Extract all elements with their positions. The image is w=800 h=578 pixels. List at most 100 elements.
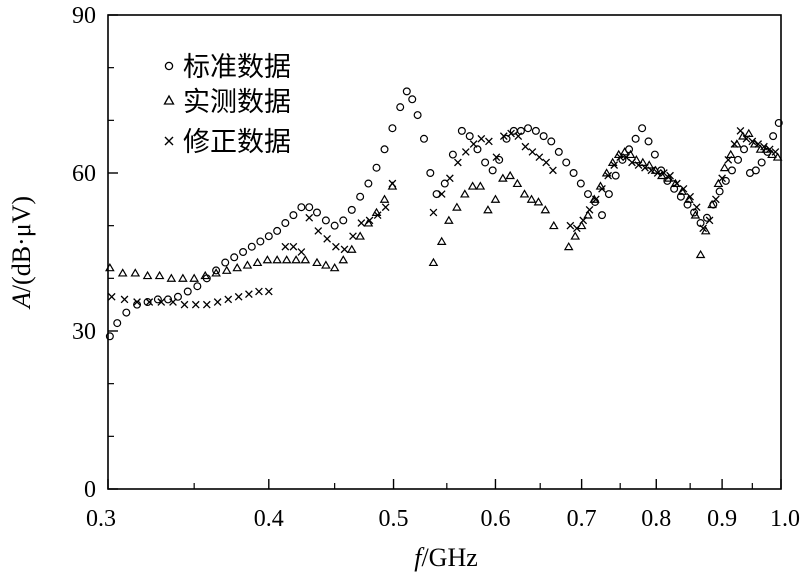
data-point-triangle bbox=[459, 189, 470, 198]
data-point-circle bbox=[281, 219, 290, 228]
data-point-circle bbox=[702, 213, 711, 222]
data-point-triangle bbox=[232, 263, 243, 272]
y-tick-label: 60 bbox=[72, 161, 96, 187]
data-point-cross bbox=[202, 300, 211, 309]
data-point-cross bbox=[191, 300, 200, 309]
data-point-cross bbox=[585, 206, 594, 214]
data-point-circle bbox=[583, 190, 592, 199]
data-point-cross bbox=[323, 234, 332, 243]
legend-marker-circle bbox=[164, 61, 174, 71]
data-point-cross bbox=[314, 227, 323, 235]
data-point-circle bbox=[256, 237, 265, 246]
data-point-cross bbox=[736, 127, 745, 135]
data-point-cross bbox=[572, 224, 581, 233]
data-point-circle bbox=[426, 169, 435, 178]
data-point-cross bbox=[660, 169, 668, 177]
data-point-triangle bbox=[695, 249, 706, 259]
data-point-circle bbox=[247, 242, 256, 251]
data-point-circle bbox=[364, 179, 373, 188]
data-point-triangle bbox=[563, 241, 574, 251]
data-point-triangle bbox=[338, 255, 349, 264]
data-point-cross bbox=[297, 248, 306, 256]
data-point-cross bbox=[666, 171, 674, 180]
data-point-triangle bbox=[512, 178, 523, 188]
data-point-cross bbox=[120, 295, 129, 304]
data-point-cross bbox=[679, 184, 688, 193]
data-point-triangle bbox=[300, 255, 311, 264]
data-point-cross bbox=[549, 166, 557, 175]
data-point-triangle bbox=[281, 255, 292, 264]
data-point-cross bbox=[245, 290, 253, 298]
data-point-circle bbox=[715, 187, 724, 196]
data-point-cross bbox=[381, 203, 390, 212]
data-point-cross bbox=[224, 295, 233, 304]
data-point-circle bbox=[105, 332, 114, 341]
series-circle bbox=[105, 87, 783, 341]
data-point-cross bbox=[616, 153, 625, 162]
data-point-triangle bbox=[713, 178, 724, 188]
y-axis-title: A/(dB·μV) bbox=[7, 196, 36, 310]
data-point-circle bbox=[547, 137, 556, 146]
data-point-triangle bbox=[291, 255, 301, 264]
data-point-triangle bbox=[166, 273, 177, 282]
data-point-circle bbox=[676, 192, 685, 201]
data-point-triangle bbox=[189, 273, 199, 282]
data-point-triangle bbox=[428, 257, 439, 267]
data-point-cross bbox=[264, 287, 273, 296]
legend-item-measured: 实测数据 bbox=[163, 87, 291, 117]
data-point-circle bbox=[598, 211, 607, 220]
data-point-triangle bbox=[498, 173, 508, 182]
y-axis-title-unit: /(dB·μV) bbox=[7, 196, 36, 292]
data-point-circle bbox=[305, 203, 314, 212]
data-point-circle bbox=[562, 158, 571, 167]
data-point-cross bbox=[157, 298, 166, 306]
data-point-cross bbox=[461, 148, 470, 156]
data-point-circle bbox=[273, 226, 282, 235]
data-point-cross bbox=[357, 219, 366, 227]
x-tick-label: 0.7 bbox=[567, 506, 597, 532]
data-point-triangle bbox=[105, 263, 115, 272]
data-point-triangle bbox=[312, 257, 322, 267]
data-point-triangle bbox=[252, 257, 263, 267]
data-point-circle bbox=[312, 208, 321, 217]
data-point-triangle bbox=[540, 205, 551, 214]
data-point-triangle bbox=[467, 181, 478, 190]
data-point-cross bbox=[692, 203, 701, 212]
y-tick-label: 30 bbox=[72, 319, 96, 345]
data-point-cross bbox=[591, 195, 600, 204]
data-point-cross bbox=[535, 153, 544, 162]
data-point-circle bbox=[774, 118, 783, 127]
data-point-circle bbox=[611, 171, 620, 180]
data-point-triangle bbox=[743, 128, 754, 137]
data-point-circle bbox=[769, 132, 778, 141]
data-point-circle bbox=[554, 147, 563, 156]
data-point-circle bbox=[495, 155, 504, 164]
data-point-circle bbox=[638, 124, 647, 133]
data-point-circle bbox=[239, 248, 248, 257]
data-point-triangle bbox=[346, 244, 357, 253]
data-point-circle bbox=[440, 179, 449, 188]
data-point-circle bbox=[413, 111, 422, 120]
data-point-circle bbox=[212, 266, 221, 275]
data-point-triangle bbox=[242, 260, 253, 269]
data-point-cross bbox=[437, 190, 446, 198]
data-point-triangle bbox=[548, 220, 559, 230]
data-point-circle bbox=[420, 134, 429, 143]
data-point-cross bbox=[107, 292, 116, 301]
data-point-circle bbox=[465, 132, 474, 141]
data-point-circle bbox=[143, 298, 152, 307]
data-point-circle bbox=[402, 87, 411, 96]
data-point-triangle bbox=[719, 162, 730, 172]
data-point-circle bbox=[481, 158, 490, 167]
series-cross bbox=[107, 127, 780, 309]
data-point-cross bbox=[485, 137, 493, 146]
data-point-circle bbox=[173, 292, 182, 301]
data-point-cross bbox=[748, 137, 757, 146]
data-point-circle bbox=[524, 124, 533, 133]
data-point-triangle bbox=[475, 181, 486, 190]
data-point-circle bbox=[650, 150, 659, 159]
data-point-circle bbox=[539, 132, 548, 141]
data-point-circle bbox=[432, 190, 441, 199]
y-tick-label: 90 bbox=[72, 3, 96, 29]
data-point-circle bbox=[408, 95, 417, 104]
